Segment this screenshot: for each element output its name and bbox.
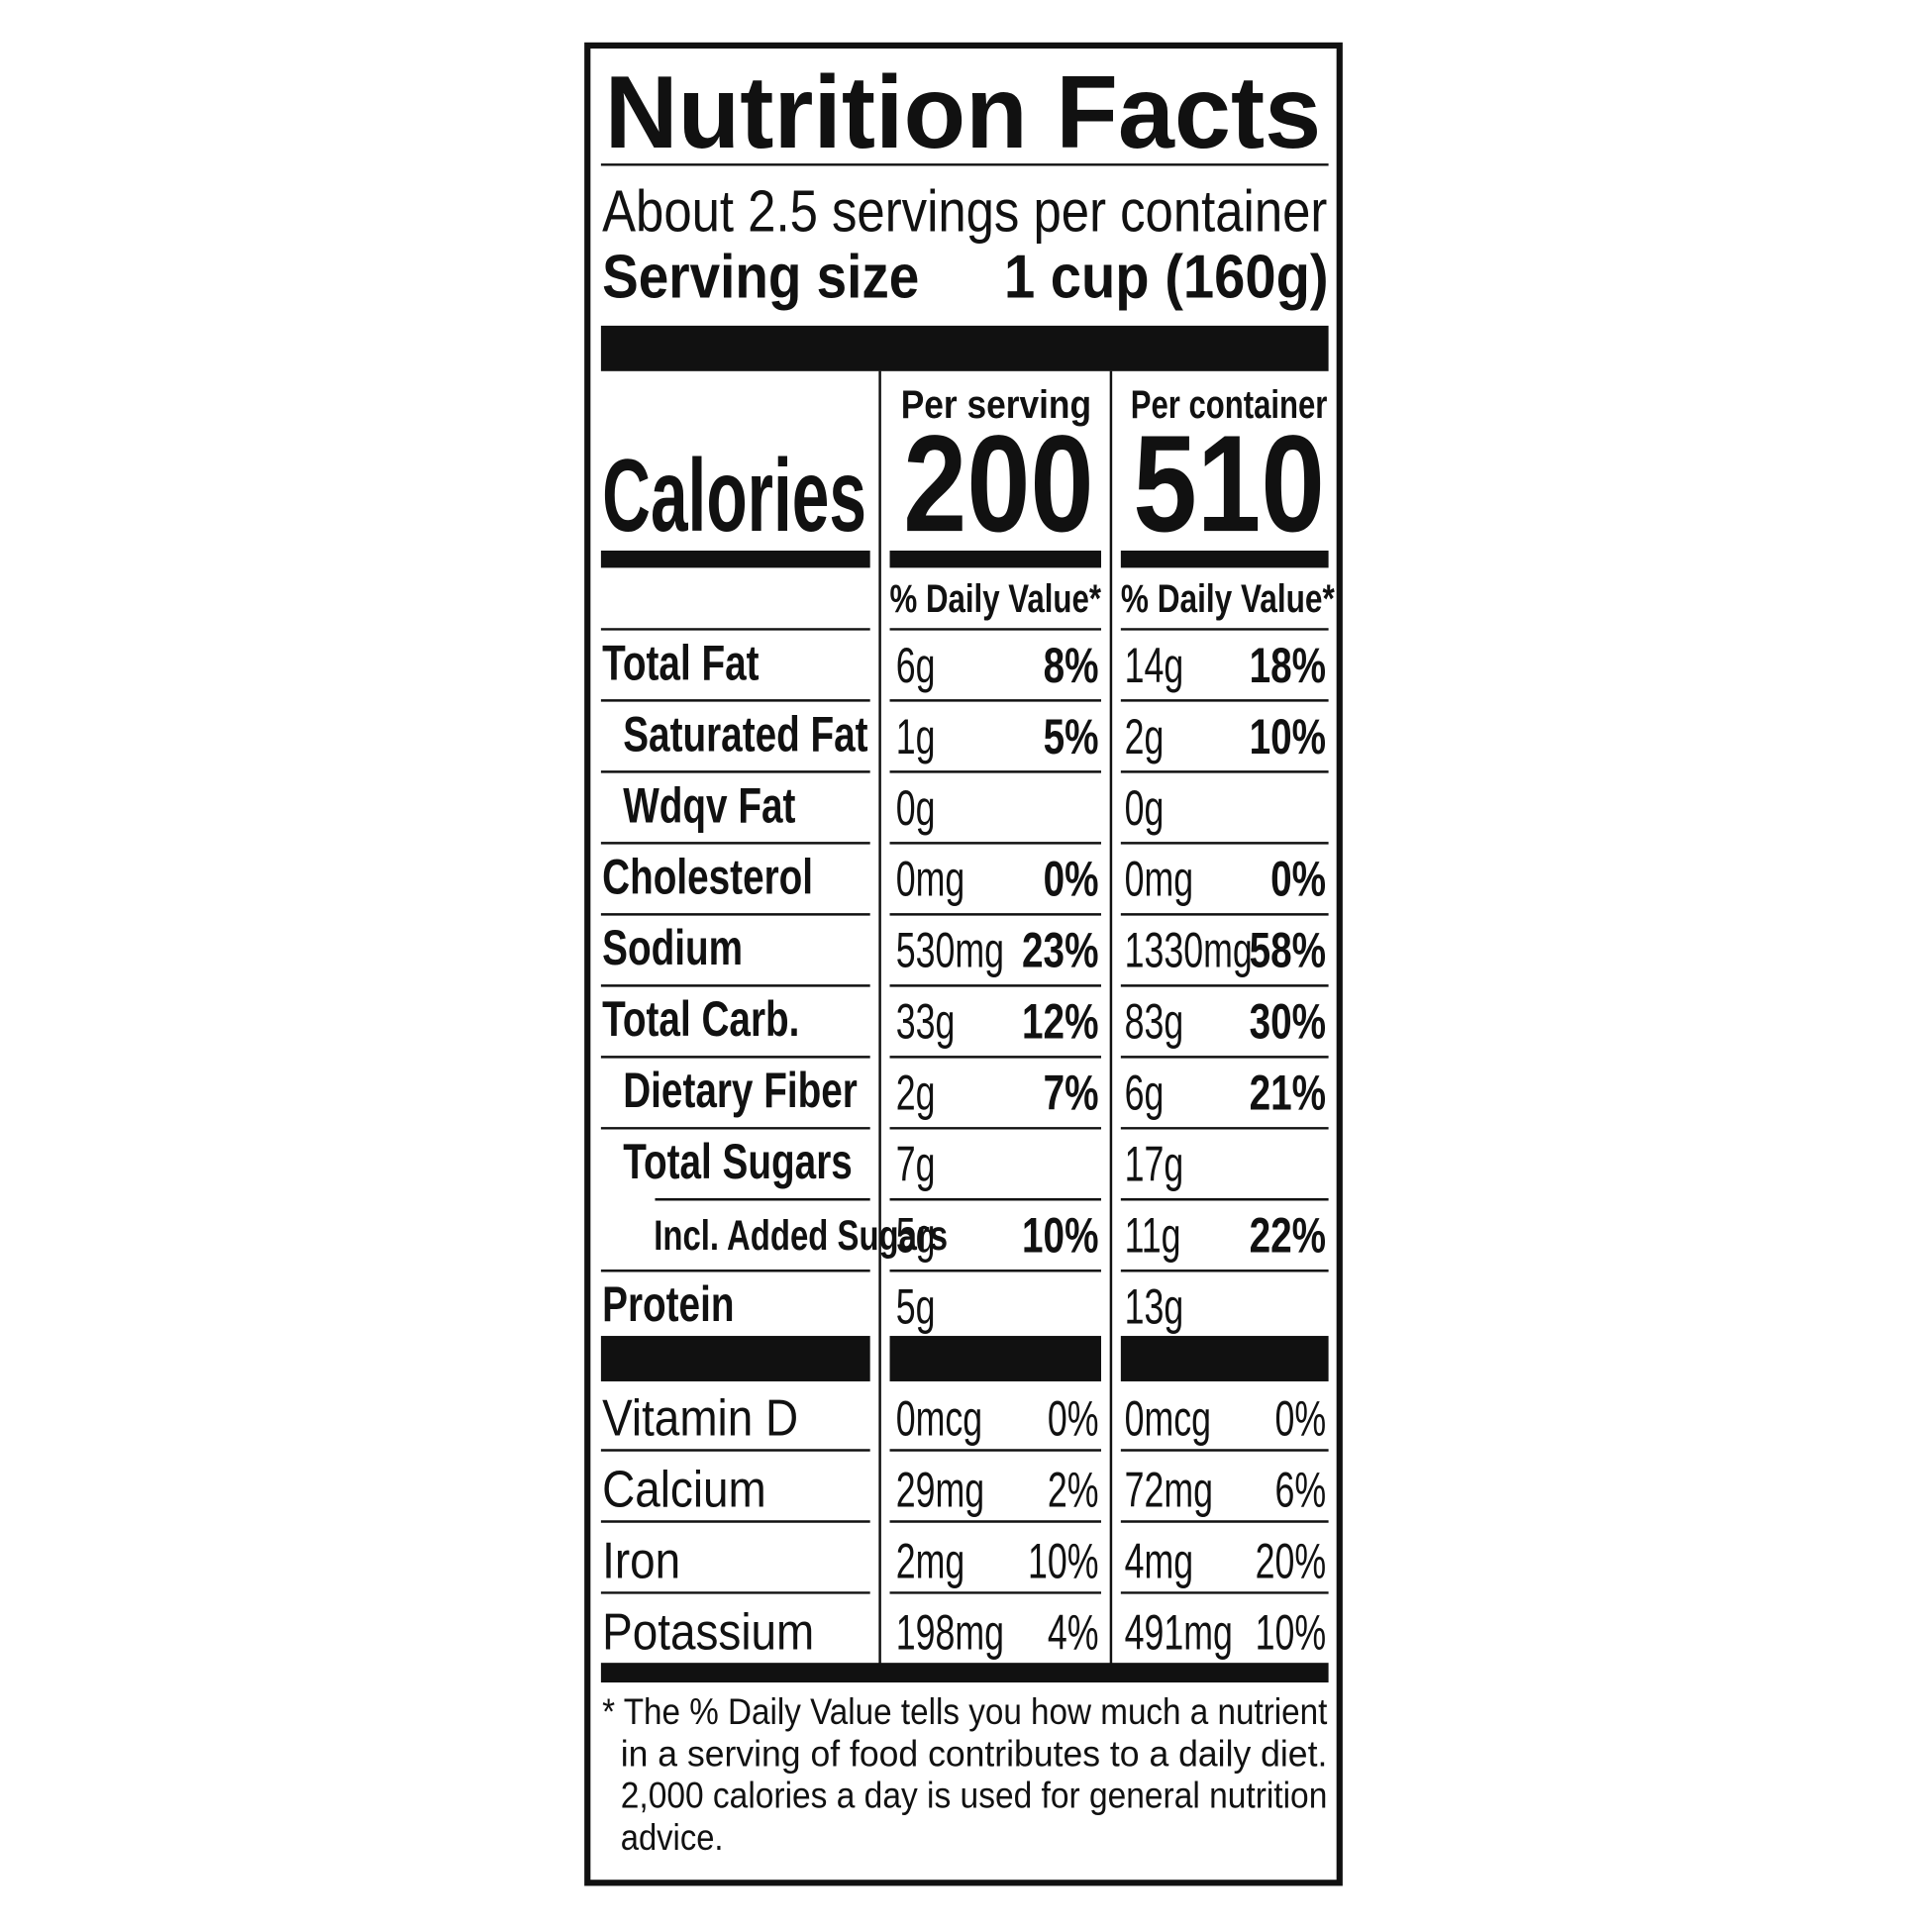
daily-value: 22% — [1250, 1208, 1326, 1264]
amount: 1g — [896, 709, 936, 764]
nutrient-name: Vitamin D — [602, 1390, 798, 1448]
amount: 11g — [1125, 1208, 1181, 1264]
daily-value: 10% — [1028, 1534, 1099, 1589]
calories-value: 200 — [903, 407, 1093, 560]
amount: 6g — [896, 638, 936, 693]
daily-value: 12% — [1022, 994, 1098, 1050]
daily-value: 4% — [1048, 1605, 1099, 1661]
serving-size-value: 1 cup (160g) — [1004, 243, 1329, 311]
daily-value: 0% — [1044, 852, 1099, 907]
amount: 5g — [896, 1208, 936, 1264]
servings-per-container: About 2.5 servings per container — [602, 177, 1327, 244]
calories-label: Calories — [602, 439, 866, 554]
amount: 7g — [896, 1137, 936, 1192]
amount: 0mcg — [1125, 1391, 1211, 1447]
thick-bar — [889, 1336, 1101, 1381]
serving-size-label: Serving size — [602, 243, 919, 311]
daily-value: 6% — [1274, 1463, 1326, 1518]
daily-value: 21% — [1250, 1066, 1326, 1121]
daily-value: 5% — [1044, 709, 1099, 764]
daily-value: 0% — [1270, 852, 1326, 907]
daily-value: 20% — [1256, 1534, 1327, 1589]
nutrient-name: Total Carb. — [602, 991, 799, 1047]
amount: 29mg — [896, 1463, 984, 1518]
footnote-line: 2,000 calories a day is used for general… — [621, 1775, 1328, 1816]
daily-value: 2% — [1048, 1463, 1099, 1518]
nutrient-name: Protein — [602, 1276, 734, 1332]
amount: 2g — [896, 1066, 936, 1121]
footnote-line: in a serving of food contributes to a da… — [621, 1732, 1328, 1774]
daily-value: 58% — [1250, 923, 1326, 978]
daily-value: 30% — [1250, 994, 1326, 1050]
nutrient-name: Potassium — [602, 1604, 814, 1662]
dv-header: % Daily Value* — [890, 577, 1102, 621]
amount: 530mg — [896, 923, 1004, 978]
nutrient-name: Dietary Fiber — [623, 1063, 858, 1118]
amount: 4mg — [1125, 1534, 1194, 1589]
amount: 1330mg — [1125, 923, 1253, 978]
nutrient-name: Cholesterol — [602, 849, 813, 904]
amount: 0mg — [1125, 852, 1194, 907]
thick-bar — [1120, 1336, 1329, 1381]
nutrient-name: Calcium — [602, 1462, 766, 1519]
thick-bar — [889, 551, 1101, 568]
amount: 0g — [896, 780, 936, 836]
amount: 72mg — [1125, 1463, 1213, 1518]
daily-value: 0% — [1274, 1391, 1326, 1447]
title: Nutrition Facts — [605, 55, 1322, 170]
daily-value: 10% — [1250, 709, 1326, 764]
thick-bar — [600, 325, 1329, 371]
amount: 6g — [1125, 1066, 1165, 1121]
footnote-line: advice. — [621, 1816, 724, 1858]
amount: 2mg — [896, 1534, 965, 1589]
nutrient-name: Total Sugars — [623, 1134, 853, 1189]
amount: 0g — [1125, 780, 1165, 836]
column-header: Per container — [1131, 383, 1328, 427]
amount: 83g — [1125, 994, 1184, 1050]
footnote-line: * The % Daily Value tells you how much a… — [602, 1690, 1328, 1732]
nutrient-name: Total Fat — [602, 635, 759, 690]
nutrient-name: Wdqv Fat — [623, 777, 795, 833]
thick-bar — [1120, 551, 1329, 568]
amount: 2g — [1125, 709, 1165, 764]
daily-value: 18% — [1250, 638, 1326, 693]
nutrient-name: Saturated Fat — [623, 706, 867, 762]
dv-header: % Daily Value* — [1121, 577, 1335, 621]
column-header: Per serving — [901, 383, 1091, 427]
amount: 198mg — [896, 1605, 1004, 1661]
daily-value: 8% — [1044, 638, 1099, 693]
amount: 17g — [1125, 1137, 1184, 1192]
label-group: Nutrition Facts About 2.5 servings per co… — [584, 42, 1343, 1886]
amount: 14g — [1125, 638, 1184, 693]
calories-value: 510 — [1133, 407, 1325, 560]
amount: 0mcg — [896, 1391, 982, 1447]
amount: 0mg — [896, 852, 965, 907]
thick-bar — [600, 1336, 870, 1381]
nutrient-name: Sodium — [602, 920, 743, 975]
daily-value: 10% — [1022, 1208, 1098, 1264]
nutrient-name: Incl. Added Sugars — [654, 1212, 948, 1259]
amount: 491mg — [1125, 1605, 1233, 1661]
nutrient-name: Iron — [602, 1533, 680, 1590]
thick-bar — [600, 551, 870, 568]
amount: 13g — [1125, 1279, 1184, 1335]
thick-bar — [600, 1663, 1329, 1683]
daily-value: 0% — [1048, 1391, 1099, 1447]
daily-value: 7% — [1044, 1066, 1099, 1121]
daily-value: 23% — [1022, 923, 1098, 978]
amount: 5g — [896, 1279, 936, 1335]
daily-value: 10% — [1256, 1605, 1327, 1661]
amount: 33g — [896, 994, 956, 1050]
